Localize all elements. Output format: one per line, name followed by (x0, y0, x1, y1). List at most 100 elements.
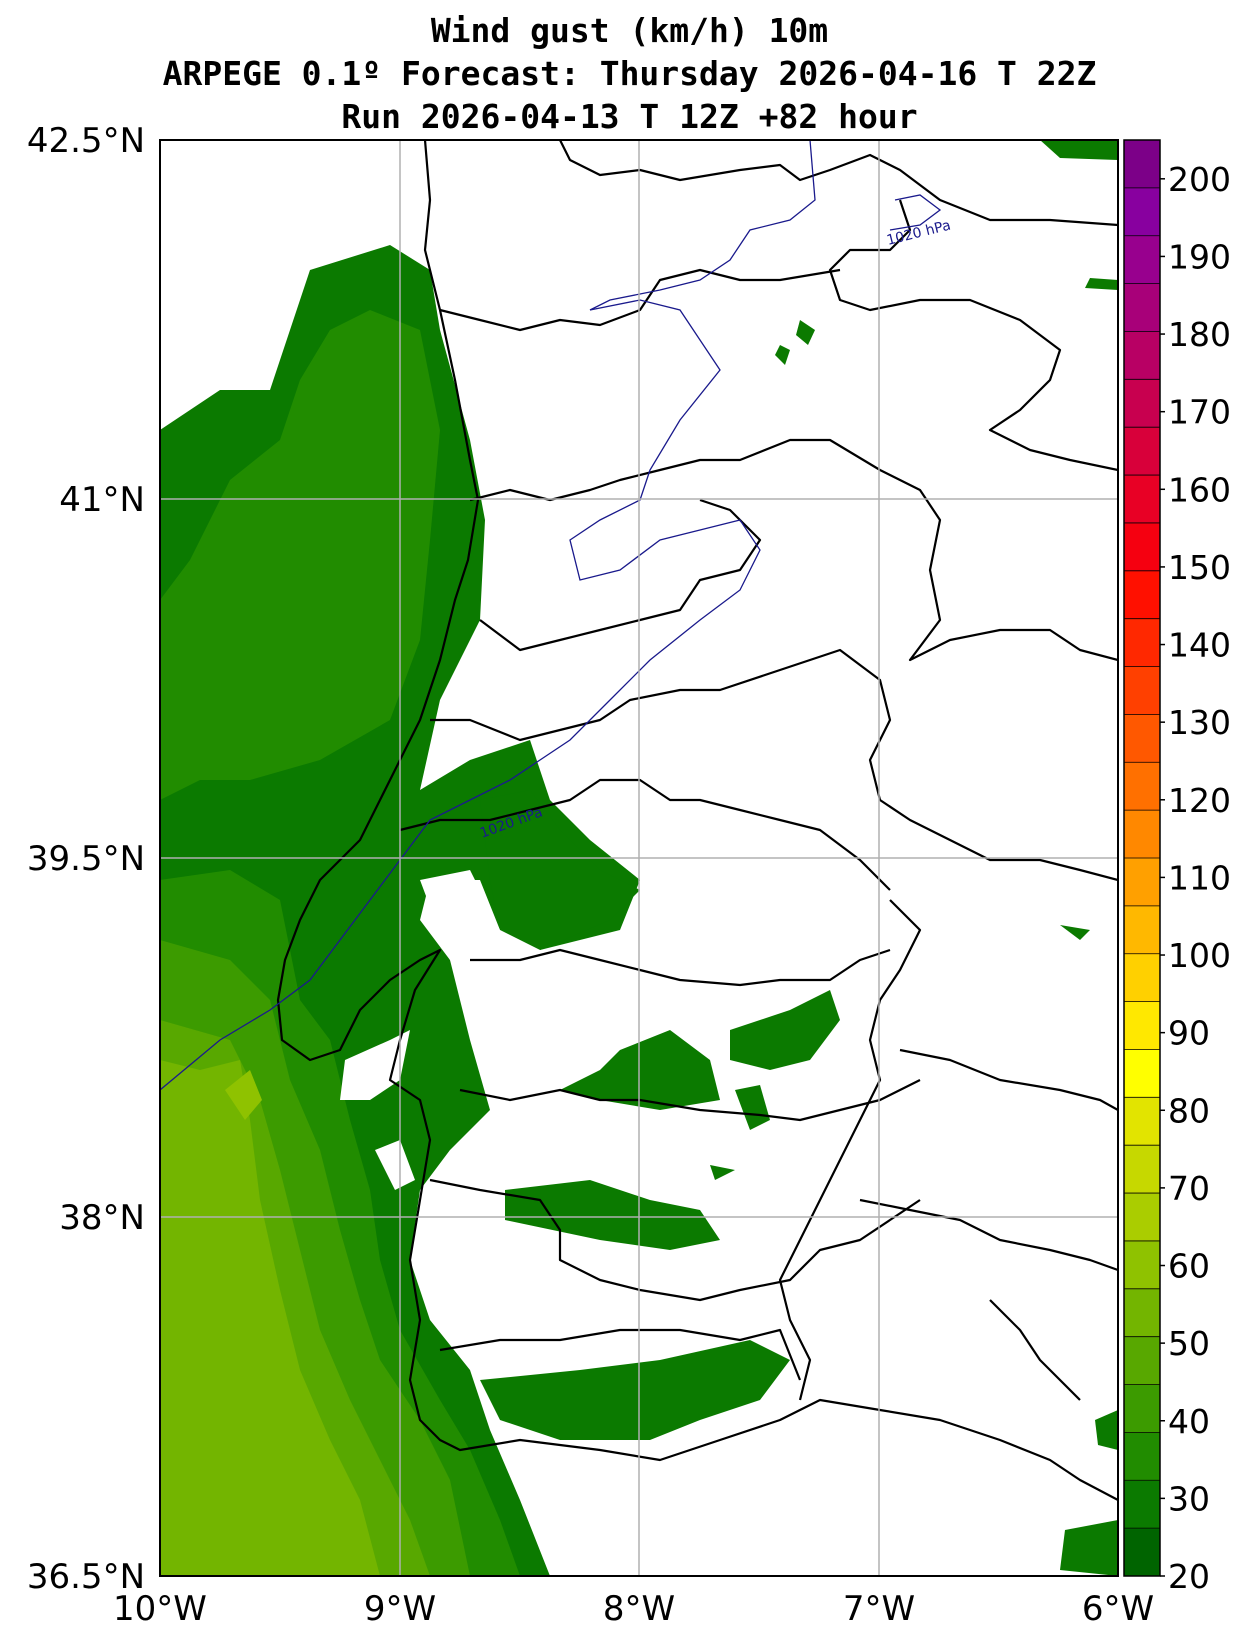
coastlines-and-borders (276, 140, 1118, 1501)
colorbar: 20 30 40 50 60 70 80 90 100 110 120 130 140 150 160 170… (1123, 139, 1231, 1596)
gust-contour-60-70 (160, 1060, 380, 1576)
colorbar-segment (1124, 905, 1160, 955)
plot-border (159, 139, 1119, 1577)
colorbar-segment (1124, 1432, 1160, 1481)
colorbar-segment (1124, 1480, 1160, 1529)
colorbar-segment (1124, 235, 1160, 285)
colorbar-segment (1124, 1145, 1160, 1194)
spain-inner-4 (989, 1299, 1081, 1401)
gridlines (160, 140, 1118, 1576)
colorbar-segment (1124, 475, 1160, 524)
colorbar-tick-label: 160 (1168, 470, 1231, 509)
colorbar-tick-label: 90 (1168, 1014, 1210, 1053)
gust-patch-se (1095, 1410, 1118, 1450)
gust-patch-alentejo-3 (735, 1085, 770, 1130)
colorbar-segment (1124, 714, 1160, 763)
colorbar-segment (1124, 187, 1160, 237)
lon-label: 9°W (364, 1589, 436, 1629)
district-lisbon (459, 1079, 921, 1122)
colorbar-segment (1124, 762, 1160, 811)
gust-patch-sse (1060, 1520, 1118, 1576)
isobar-north (160, 299, 761, 1091)
colorbar-segment (1124, 1193, 1160, 1242)
land-gap-tagus (420, 870, 570, 1000)
colorbar-segment (1124, 1001, 1160, 1050)
colorbar-segment (1124, 427, 1160, 476)
colorbar-tick-label: 20 (1168, 1557, 1210, 1596)
colorbar-segment (1124, 666, 1160, 715)
colorbar-tick-label: 190 (1168, 237, 1231, 276)
lon-label: 7°W (843, 1589, 915, 1629)
colorbar-segment (1124, 1288, 1160, 1338)
lon-label: 6°W (1082, 1589, 1154, 1629)
lat-label: 42.5°N (27, 121, 145, 161)
lat-axis: 42.5°N 41°N 39.5°N 38°N 36.5°N (27, 121, 145, 1597)
gust-patch-small-4 (710, 1165, 735, 1180)
coastline (276, 140, 1118, 1501)
gust-patch-south-2 (480, 1340, 790, 1440)
gust-patch-south-1 (505, 1180, 720, 1250)
colorbar-segment (1124, 1097, 1160, 1146)
lon-axis: 10°W 9°W 8°W 7°W 6°W (113, 1589, 1154, 1629)
gust-patch-alentejo-1 (560, 1030, 720, 1110)
spain-inner-3 (859, 1198, 1118, 1272)
gust-patch-alentejo-2 (730, 990, 840, 1070)
district-setubal (429, 1178, 921, 1302)
gust-patch-ne-2 (1085, 278, 1118, 290)
map-subtitle-forecast: ARPEGE 0.1º Forecast: Thursday 2026-04-1… (162, 54, 1097, 93)
lat-label: 39.5°N (27, 839, 145, 879)
colorbar-tick-label: 100 (1168, 936, 1231, 975)
colorbar-border (1123, 139, 1161, 1577)
lon-label: 8°W (603, 1589, 675, 1629)
colorbar-tick-label: 50 (1168, 1324, 1210, 1363)
colorbar-tick-label: 140 (1168, 626, 1231, 665)
lon-label: 10°W (113, 1589, 207, 1629)
colorbar-segment (1124, 810, 1160, 859)
map-subtitle-run: Run 2026-04-13 T 12Z +82 hour (341, 97, 918, 136)
lat-label: 36.5°N (27, 1557, 145, 1597)
lat-label: 41°N (59, 480, 145, 520)
isobar-northeast (589, 140, 816, 311)
colorbar-tick-label: 80 (1168, 1091, 1210, 1130)
colorbar-tick-label: 200 (1168, 160, 1231, 199)
district-aveiro (479, 498, 762, 652)
spain-border-south (778, 899, 922, 1401)
colorbar-segment (1124, 379, 1160, 428)
colorbar-segment (1124, 522, 1160, 572)
gust-patch-ne-1 (1040, 140, 1118, 160)
district-leiria (399, 778, 891, 891)
spain-inner-2 (899, 1048, 1118, 1111)
gust-patch-central (480, 790, 640, 950)
district-beja (439, 1328, 802, 1381)
colorbar-segment (1124, 283, 1160, 332)
district-coimbra (430, 648, 892, 801)
colorbar-tick-label: 170 (1168, 393, 1231, 432)
gust-contour-30-40 (160, 310, 440, 800)
colorbar-tick-label: 40 (1168, 1402, 1210, 1441)
colorbar-segment (1124, 953, 1160, 1003)
district-minho (439, 268, 841, 332)
colorbar-segment (1124, 1240, 1160, 1290)
spain-inner-1 (879, 799, 1118, 882)
spain-border-north (559, 140, 1118, 227)
colorbar-segment (1124, 1528, 1160, 1577)
colorbar-segment (1124, 1384, 1160, 1433)
gust-patch-small-1 (796, 320, 815, 345)
spain-border-east (828, 199, 1118, 472)
gust-patch-small-2 (775, 345, 790, 365)
colorbar-tick-label: 180 (1168, 315, 1231, 354)
colorbar-segment (1124, 570, 1160, 620)
colorbar-tick-label: 120 (1168, 781, 1231, 820)
isobar-ne-loop (889, 194, 942, 231)
gust-contour-70-80 (225, 1070, 262, 1120)
colorbar-tick-label: 130 (1168, 703, 1231, 742)
colorbar-segment (1124, 858, 1160, 907)
colorbar-segment (1124, 1049, 1160, 1098)
land-gap-setubal (375, 1140, 415, 1190)
colorbar-tick-label: 60 (1168, 1247, 1210, 1286)
map-title: Wind gust (km/h) 10m (430, 11, 829, 50)
colorbar-tick-label: 70 (1168, 1169, 1210, 1208)
colorbar-tick-label: 110 (1168, 858, 1231, 897)
colorbar-tick-label: 30 (1168, 1479, 1210, 1518)
